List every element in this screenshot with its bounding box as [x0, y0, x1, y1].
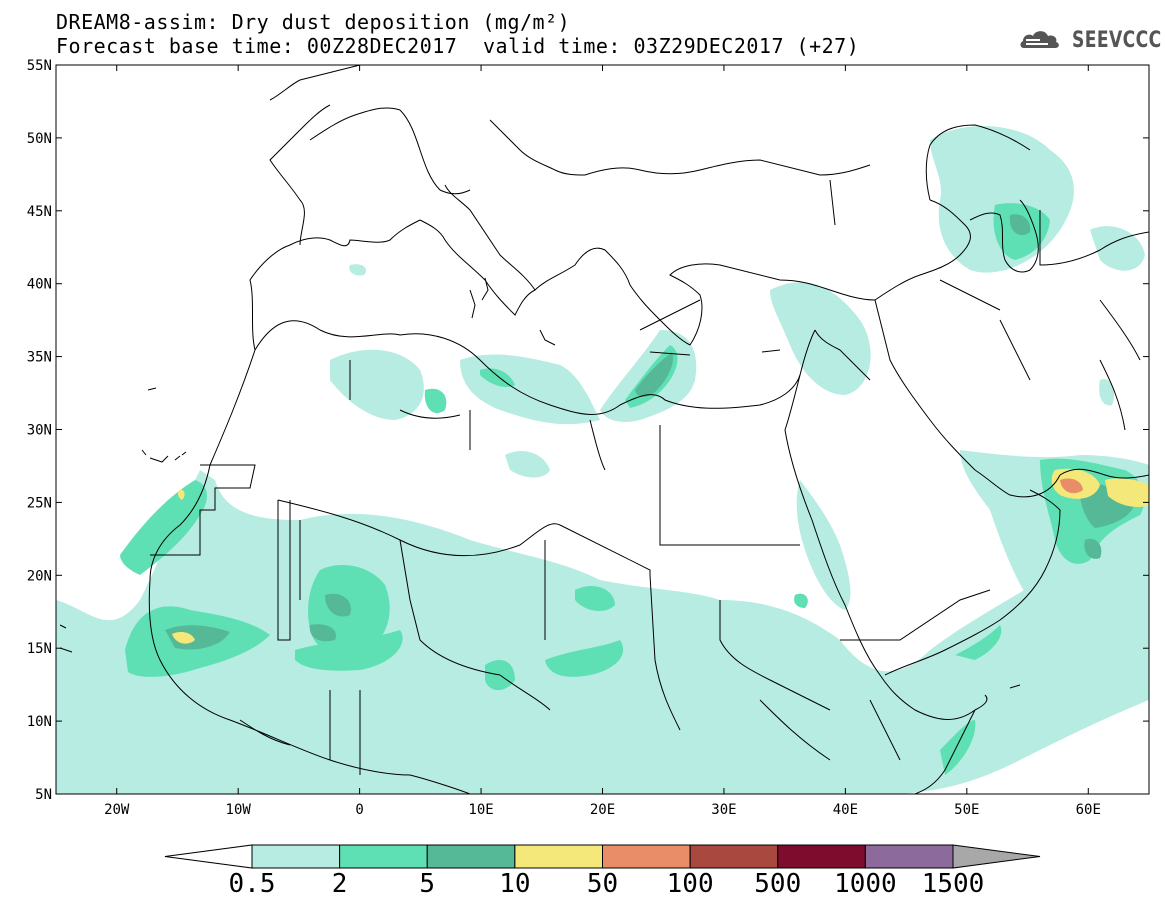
cloud-icon — [1020, 31, 1059, 48]
seevccc-logo-text: SEEVCCC — [1072, 28, 1162, 53]
colorbar-label: 50 — [586, 869, 619, 899]
lon-tick-label: 10E — [468, 802, 493, 818]
lat-tick-label: 40N — [27, 277, 52, 293]
lat-tick-label: 55N — [27, 58, 52, 74]
colorbar-segment — [514, 844, 603, 869]
colorbar-label: 5 — [419, 869, 436, 899]
colorbar-overflow-triangle — [952, 844, 1041, 869]
lon-tick-label: 20E — [590, 802, 615, 818]
lon-tick-label: 50E — [954, 802, 979, 818]
lon-tick-label: 60E — [1076, 802, 1101, 818]
lat-tick-label: 50N — [27, 131, 52, 147]
lon-tick-label: 0 — [355, 802, 363, 818]
lon-tick-label: 40E — [833, 802, 858, 818]
forecast-base-time: Forecast base time: 00Z28DEC2017 — [56, 34, 458, 58]
longitude-axis: 20W 10W 0 10E 20E 30E 40E 50E 60E — [104, 65, 1101, 818]
colorbar-segment — [339, 844, 428, 869]
lat-tick-label: 25N — [27, 495, 52, 511]
lat-tick-label: 5N — [35, 787, 52, 803]
deposition-shading — [56, 126, 1149, 794]
lat-tick-label: 15N — [27, 641, 52, 657]
lon-tick-label: 20W — [104, 802, 130, 818]
colorbar-segment — [689, 844, 779, 869]
lat-tick-label: 30N — [27, 423, 52, 439]
lon-tick-label: 10W — [226, 802, 252, 818]
colorbar-label: 2 — [331, 869, 348, 899]
colorbar-label: 10 — [499, 869, 531, 899]
valid-time: valid time: 03Z29DEC2017 (+27) — [483, 34, 860, 58]
coastlines-borders — [148, 65, 1149, 794]
islands — [59, 277, 1021, 689]
colorbar-segment — [777, 844, 866, 869]
colorbar-label: 500 — [754, 869, 802, 899]
lat-tick-label: 45N — [27, 204, 52, 220]
colorbar-segment — [426, 844, 516, 869]
colorbar-segment — [602, 844, 691, 869]
lat-tick-label: 10N — [27, 714, 52, 730]
colorbar-label: 1000 — [834, 869, 897, 899]
colorbar-label: 100 — [666, 869, 714, 899]
lon-tick-label: 30E — [711, 802, 736, 818]
lat-tick-label: 35N — [27, 350, 52, 366]
colorbar-label: 0.5 — [228, 869, 276, 899]
colorbar-segment — [251, 844, 341, 869]
colorbar-segment — [864, 844, 954, 869]
lat-tick-label: 20N — [27, 568, 52, 584]
colorbar — [164, 844, 1041, 869]
colorbar-label: 1500 — [921, 869, 985, 899]
colorbar-underflow-triangle — [164, 844, 253, 869]
latitude-axis: 55N 50N 45N 40N 35N 30N 25N 20N 15N 10N 5N — [27, 58, 1149, 803]
map-title: DREAM8-assim: Dry dust deposition (mg/m²… — [56, 10, 571, 34]
